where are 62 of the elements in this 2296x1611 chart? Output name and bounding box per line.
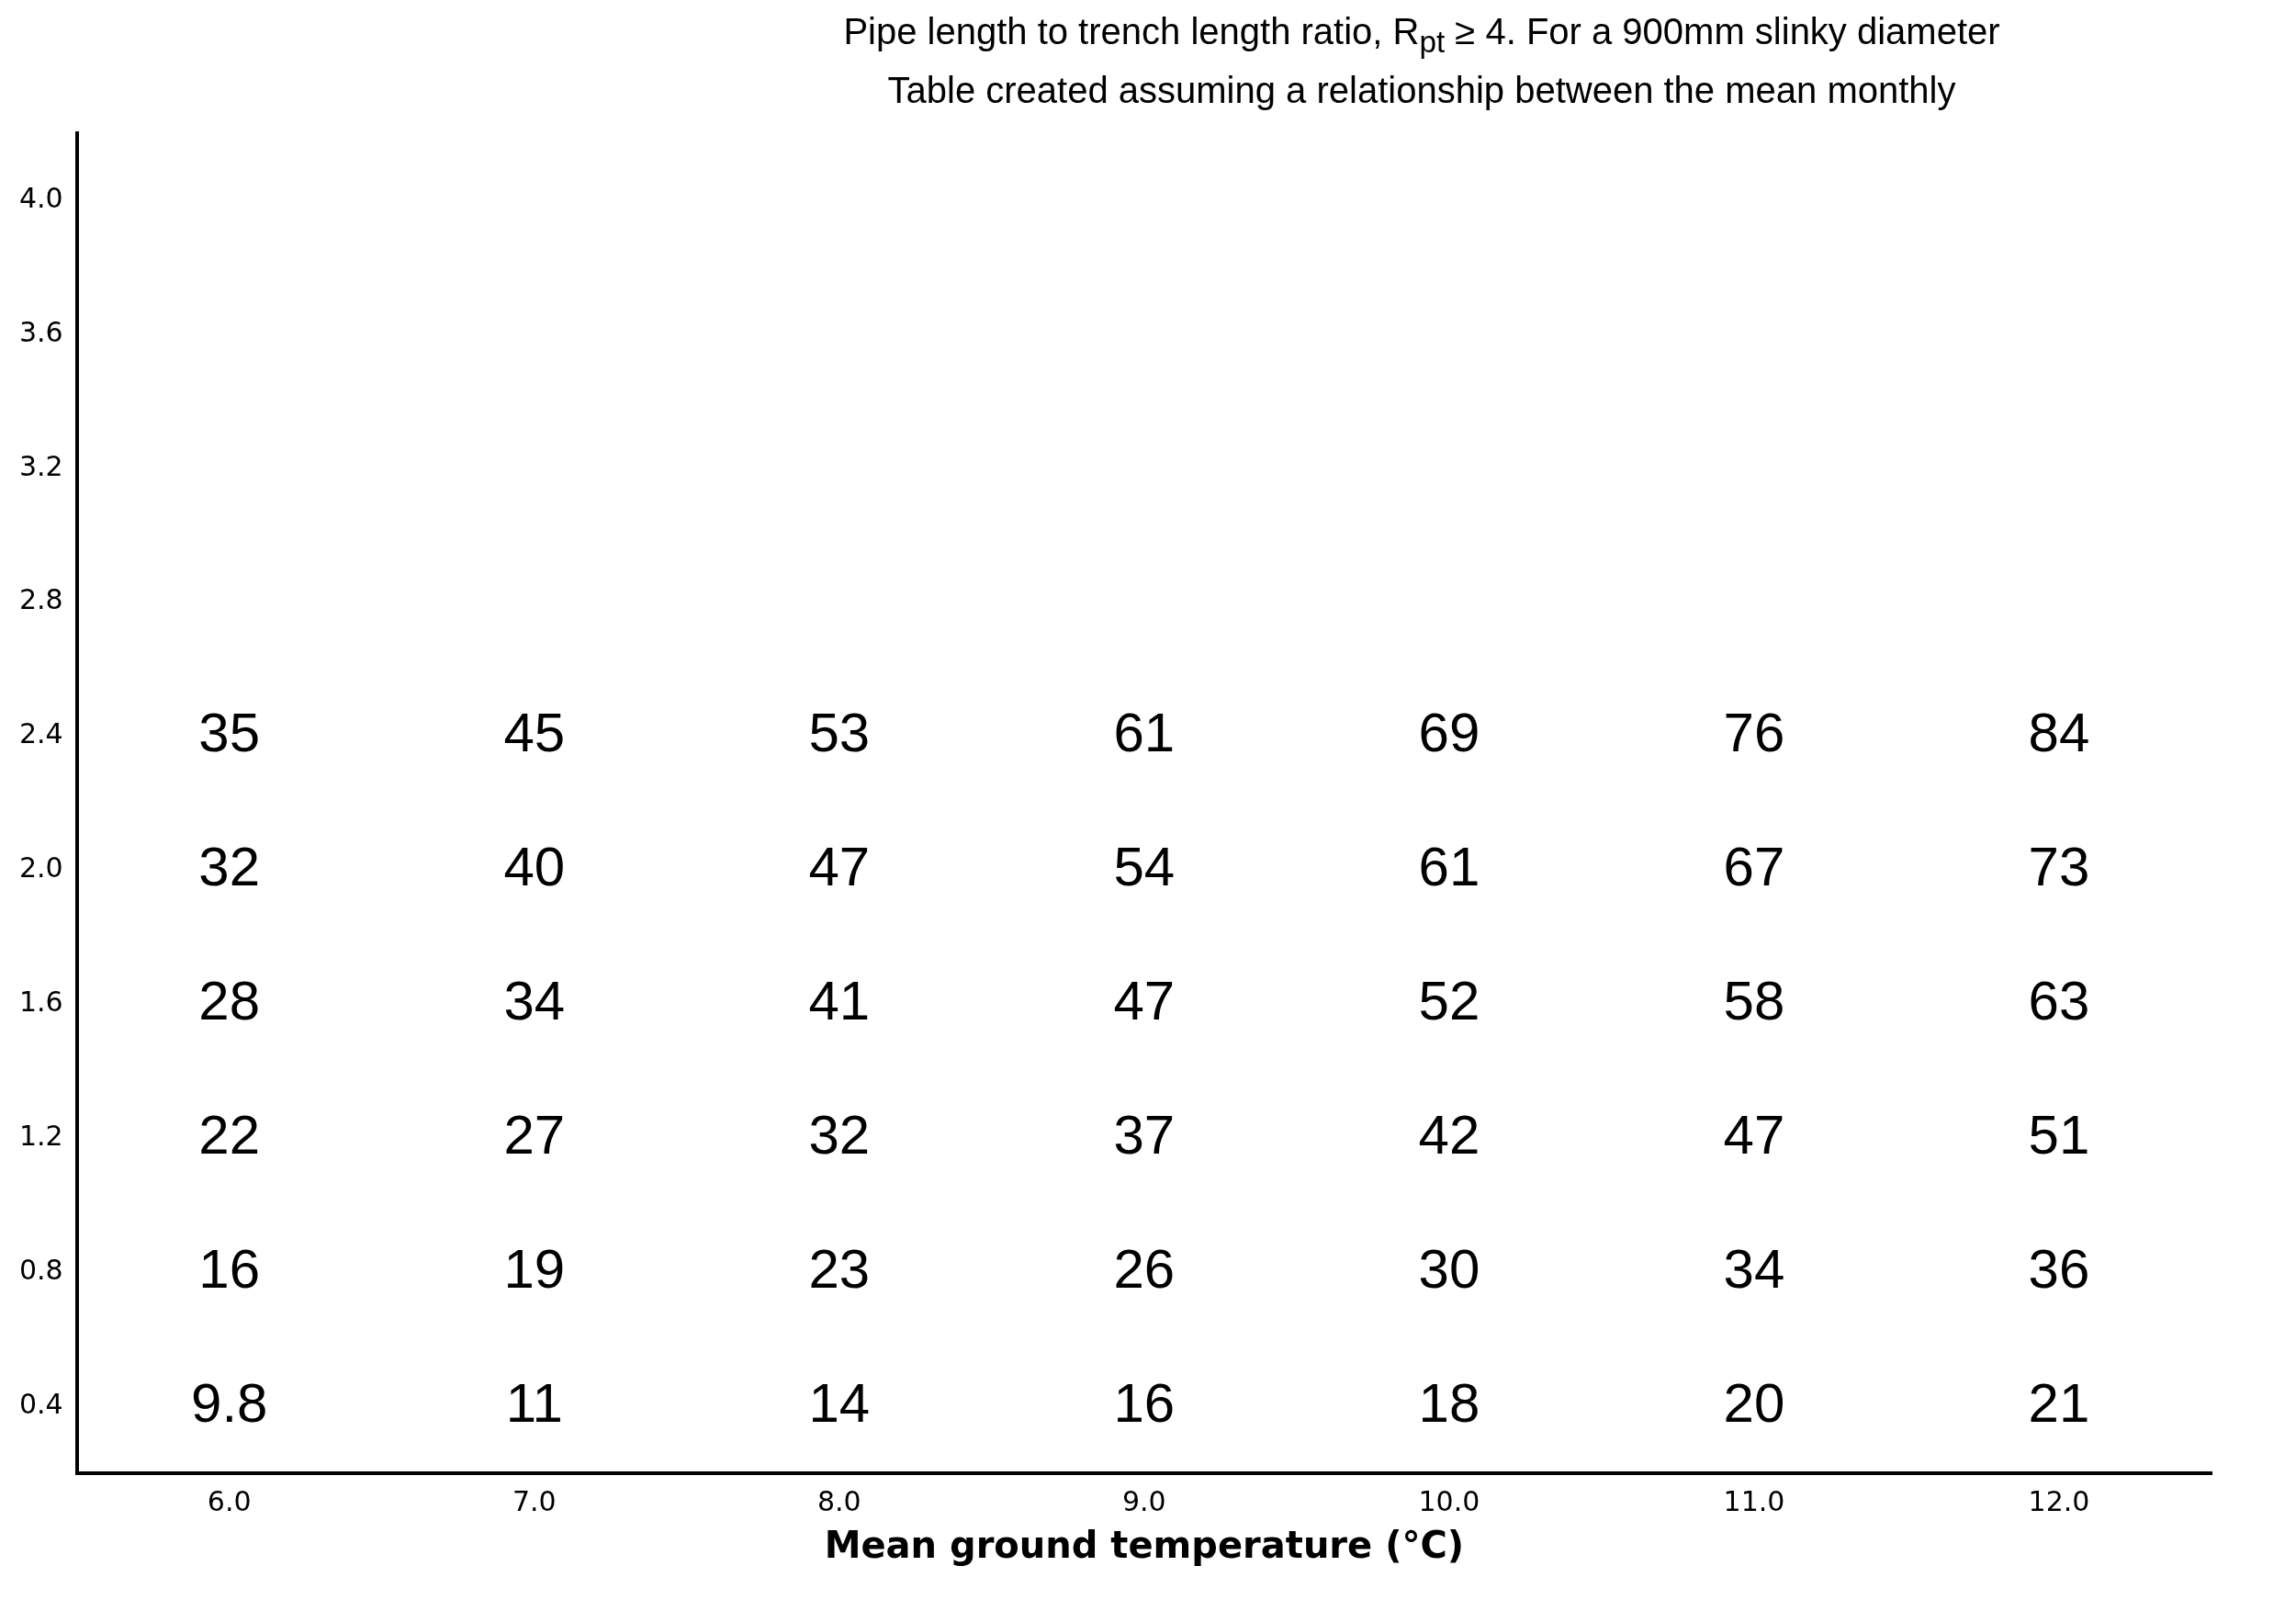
x-tick-label: 12.0 xyxy=(2028,1484,2090,1517)
y-tick-label: 0.4 xyxy=(18,1387,63,1420)
data-label: 42 xyxy=(1418,1103,1480,1166)
data-label: 40 xyxy=(503,836,566,897)
y-tick-label: 3.6 xyxy=(18,315,63,348)
data-label: 52 xyxy=(1418,969,1480,1031)
data-label: 9.8 xyxy=(191,1371,268,1434)
x-tick-label: 11.0 xyxy=(1723,1484,1785,1517)
data-label: 58 xyxy=(1723,969,1785,1031)
data-label: 30 xyxy=(1418,1237,1480,1300)
data-label: 19 xyxy=(503,1237,566,1300)
data-label: 32 xyxy=(198,836,261,897)
x-tick-label: 9.0 xyxy=(1122,1484,1166,1517)
data-label: 61 xyxy=(1113,702,1176,764)
data-label: 28 xyxy=(198,969,261,1031)
data-label: 14 xyxy=(808,1371,871,1434)
data-label: 37 xyxy=(1113,1103,1176,1166)
data-label: 67 xyxy=(1723,836,1785,897)
data-label: 47 xyxy=(1113,969,1176,1031)
data-label: 26 xyxy=(1113,1237,1176,1300)
data-label: 27 xyxy=(503,1103,566,1166)
y-tick-label: 3.2 xyxy=(18,449,63,482)
y-tick-label: 1.2 xyxy=(18,1120,63,1153)
data-label: 34 xyxy=(1723,1237,1785,1300)
x-tick-label: 10.0 xyxy=(1418,1484,1480,1517)
data-label: 63 xyxy=(2028,969,2090,1031)
data-label: 23 xyxy=(808,1237,871,1300)
data-label: 53 xyxy=(808,702,871,764)
data-label: 41 xyxy=(808,969,871,1031)
data-label: 84 xyxy=(2028,702,2090,764)
data-label: 11 xyxy=(505,1371,563,1434)
data-label: 76 xyxy=(1723,702,1785,764)
x-tick-label: 8.0 xyxy=(816,1484,861,1517)
data-label: 35 xyxy=(198,702,261,764)
text: Table created assuming a relationship between the mean monthly xyxy=(886,69,1957,112)
x-axis-title: Mean ground temperature (°C) xyxy=(824,1524,1465,1567)
data-label: 61 xyxy=(1418,836,1480,897)
y-tick-label: 2.8 xyxy=(18,583,63,616)
x-tick-label: 7.0 xyxy=(512,1484,557,1517)
data-label: 32 xyxy=(808,1103,871,1166)
y-tick-label: 2.0 xyxy=(18,851,63,884)
y-tick-label: 1.6 xyxy=(18,986,63,1019)
data-label: 20 xyxy=(1723,1371,1785,1434)
x-tick-label: 6.0 xyxy=(207,1484,252,1517)
y-tick-label: 2.4 xyxy=(18,717,63,750)
data-label: 22 xyxy=(198,1103,261,1166)
data-label: 16 xyxy=(198,1237,261,1300)
data-label: 47 xyxy=(808,836,871,897)
data-label: 45 xyxy=(503,702,566,764)
data-label: 69 xyxy=(1418,702,1480,764)
data-label: 51 xyxy=(2028,1103,2090,1166)
data-label: 18 xyxy=(1418,1371,1480,1434)
data-label: 36 xyxy=(2028,1237,2090,1300)
data-label: 47 xyxy=(1723,1103,1785,1166)
data-label: 73 xyxy=(2028,836,2090,897)
data-label: 16 xyxy=(1113,1371,1176,1434)
data-label: 34 xyxy=(503,969,566,1031)
data-label: 54 xyxy=(1113,836,1176,897)
data-label: 21 xyxy=(2028,1371,2090,1434)
y-tick-label: 0.8 xyxy=(18,1253,63,1286)
y-tick-label: 4.0 xyxy=(18,181,63,214)
text: Pipe length to trench length ratio, R$_{pt}$ ≥ 4. For a 900mm slinky diameter xyxy=(842,10,2001,61)
